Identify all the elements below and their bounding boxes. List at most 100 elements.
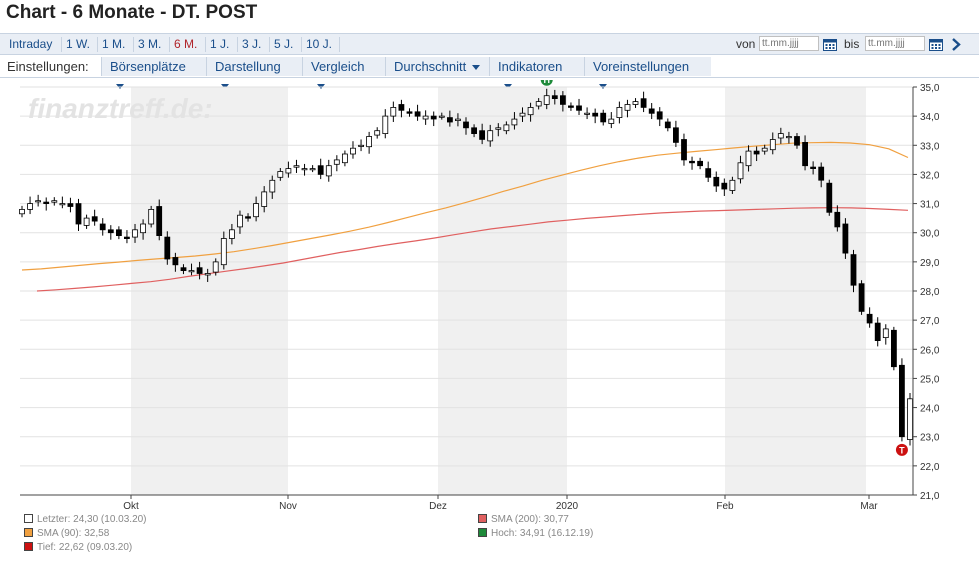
candle-body: [35, 200, 41, 203]
candle-body: [850, 254, 857, 286]
candle-body: [406, 111, 413, 114]
legend-sma200: SMA (200): 30,77: [478, 514, 569, 525]
x-tick-label: Okt: [123, 501, 139, 512]
range-toolbar: Intraday 1 W. 1 M. 3 M. 6 M. 1 J. 3 J. 5…: [0, 33, 979, 55]
watermark: finanztreff.de:: [28, 93, 213, 124]
range-divider: [61, 37, 62, 52]
legend-hoch: Hoch: 34,91 (16.12.19): [478, 528, 593, 539]
candle-body: [721, 182, 728, 190]
candle-body: [19, 208, 25, 215]
legend-swatch: [478, 528, 487, 537]
menu-darstellung[interactable]: Darstellung: [206, 57, 302, 90]
range-button-5y[interactable]: 5 J.: [274, 37, 294, 51]
candle-body: [75, 203, 82, 225]
menu-indikatoren[interactable]: Indikatoren: [489, 57, 584, 90]
range-button-6m[interactable]: 6 M.: [174, 37, 198, 51]
range-button-1w[interactable]: 1 W.: [66, 37, 91, 51]
candle-body: [124, 236, 130, 240]
calendar-icon[interactable]: [929, 38, 943, 51]
candle-body: [600, 112, 607, 123]
candle-body: [673, 127, 679, 143]
candle-body: [245, 216, 251, 219]
candle-body: [866, 313, 873, 324]
candle-body: [27, 203, 34, 210]
candle-body: [454, 118, 461, 121]
candle-body: [253, 203, 260, 218]
candle-body: [91, 216, 98, 222]
candle-body: [640, 98, 647, 108]
candle-body: [858, 283, 865, 312]
to-date-label: bis: [844, 37, 860, 51]
range-divider: [237, 37, 238, 52]
candle-body: [503, 124, 510, 132]
y-tick-label: 29,0: [920, 258, 940, 269]
candle-body: [471, 127, 478, 134]
candle-body: [132, 229, 138, 238]
y-tick-label: 24,0: [920, 404, 940, 415]
y-tick-label: 32,0: [920, 170, 940, 181]
candle-body: [648, 108, 655, 114]
candle-body: [51, 200, 58, 203]
candle-body: [107, 229, 114, 234]
extreme-markers: HT: [540, 80, 908, 456]
candle-body: [576, 105, 582, 111]
low-marker: [895, 443, 908, 456]
y-tick-label: 28,0: [920, 287, 940, 298]
legend-swatch: [24, 528, 33, 537]
x-tick-label: Nov: [279, 501, 297, 512]
candle-body: [907, 398, 913, 440]
candle-body: [777, 133, 784, 139]
candle-body: [495, 127, 502, 130]
legend-sma90: SMA (90): 32,58: [24, 528, 109, 539]
candle-body: [794, 136, 800, 146]
candle-body: [463, 121, 469, 129]
sma200-line: [36, 207, 909, 292]
candle-body: [325, 165, 332, 177]
candle-body: [333, 159, 340, 165]
range-button-1m[interactable]: 1 M.: [102, 37, 126, 51]
candle-body: [438, 115, 445, 118]
candle-body: [664, 121, 671, 129]
range-button-intraday[interactable]: Intraday: [9, 37, 53, 51]
menu-voreinstellungen[interactable]: Voreinstellungen: [584, 57, 711, 90]
candle-body: [261, 191, 268, 207]
candle-body: [882, 328, 889, 338]
range-button-3m[interactable]: 3 M.: [138, 37, 162, 51]
y-axis-labels: 35,0 34,0 33,0 32,0 31,0 30,0 29,0 28,0 27,0 26,0…: [920, 83, 940, 502]
candle-body: [689, 160, 695, 164]
y-tick-label: 26,0: [920, 345, 940, 356]
y-tick-label: 21,0: [920, 491, 940, 502]
candle-body: [737, 162, 744, 180]
candle-body: [616, 106, 623, 118]
candle-body: [818, 166, 825, 181]
y-tick-label: 22,0: [920, 462, 940, 473]
x-tick-label: Mar: [860, 501, 878, 512]
candle-body: [899, 364, 905, 438]
menu-boersenplaetze[interactable]: Börsenplätze: [101, 57, 206, 90]
range-button-10y[interactable]: 10 J.: [306, 37, 333, 51]
candle-body: [632, 101, 639, 105]
candle-body: [729, 179, 736, 191]
candle-body: [237, 214, 243, 228]
from-date-input[interactable]: [759, 36, 819, 51]
to-date-input[interactable]: [865, 36, 925, 51]
candle-body: [761, 147, 768, 152]
x-axis-labels: Okt Nov Dez 2020 Feb Mar: [123, 495, 878, 512]
high-marker: [540, 80, 553, 86]
candle-body: [422, 115, 429, 120]
candle-body: [802, 142, 808, 167]
chevron-right-icon[interactable]: [949, 37, 963, 52]
menu-vergleich[interactable]: Vergleich: [302, 57, 385, 90]
candle-body: [99, 223, 106, 231]
menu-durchschnitt[interactable]: Durchschnitt: [385, 57, 489, 76]
candle-body: [67, 203, 74, 207]
legend-letzter: Letzter: 24,30 (10.03.20): [24, 514, 147, 525]
range-button-3y[interactable]: 3 J.: [242, 37, 262, 51]
candle-body: [568, 105, 574, 108]
calendar-icon[interactable]: [823, 38, 837, 51]
price-chart: finanztreff.de: 35,0 34,0 33,0 32,0 31,0 30,0…: [19, 80, 940, 512]
candle-body: [551, 95, 558, 99]
range-button-1y[interactable]: 1 J.: [210, 37, 230, 51]
candle-body: [204, 273, 211, 276]
low-marker-label: T: [899, 445, 905, 455]
